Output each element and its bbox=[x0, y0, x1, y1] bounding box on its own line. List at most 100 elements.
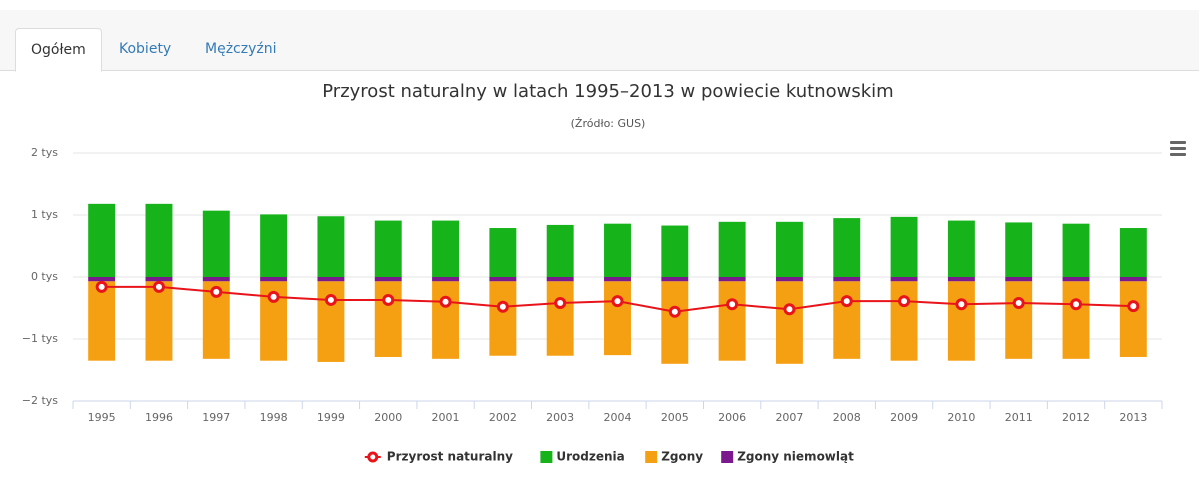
bar bbox=[833, 218, 861, 277]
bar bbox=[947, 220, 975, 277]
x-tick-label: 2002 bbox=[489, 411, 517, 424]
bar bbox=[489, 277, 517, 282]
y-tick-label: −2 tys bbox=[22, 394, 59, 407]
point bbox=[955, 298, 968, 311]
legend-label: Zgony bbox=[661, 450, 703, 464]
legend-symbol bbox=[367, 451, 379, 463]
point bbox=[1070, 298, 1083, 311]
bar bbox=[317, 281, 345, 362]
bar bbox=[145, 203, 173, 277]
legend-item[interactable]: Zgony niemowląt bbox=[721, 450, 854, 464]
legend-symbol bbox=[540, 451, 553, 463]
point bbox=[611, 295, 624, 308]
tab-bar: Ogółem Kobiety Mężczyźni bbox=[0, 10, 1199, 72]
menu-icon[interactable] bbox=[1170, 141, 1186, 156]
x-tick-label: 2013 bbox=[1119, 411, 1147, 424]
bar bbox=[890, 216, 918, 277]
bar bbox=[1062, 223, 1090, 277]
bar bbox=[1062, 277, 1090, 282]
bar bbox=[1119, 228, 1147, 277]
bar bbox=[775, 277, 803, 282]
bar bbox=[890, 277, 918, 282]
point bbox=[783, 303, 796, 316]
point bbox=[1012, 297, 1025, 310]
x-tick-label: 2008 bbox=[833, 411, 861, 424]
x-tick-label: 2000 bbox=[374, 411, 402, 424]
x-tick-label: 2005 bbox=[661, 411, 689, 424]
bar bbox=[1005, 277, 1033, 282]
bar bbox=[1119, 277, 1147, 282]
tab[interactable]: Ogółem bbox=[15, 28, 102, 72]
x-tick-label: 2007 bbox=[775, 411, 803, 424]
y-tick-label: −1 tys bbox=[22, 332, 59, 345]
bar bbox=[661, 277, 689, 282]
bar bbox=[604, 281, 631, 356]
x-tick-label: 1998 bbox=[260, 411, 288, 424]
point bbox=[554, 297, 567, 310]
legend-item[interactable]: Urodzenia bbox=[540, 450, 625, 464]
point bbox=[1127, 300, 1140, 313]
point bbox=[840, 295, 853, 308]
point bbox=[324, 293, 337, 306]
x-tick-label: 1997 bbox=[202, 411, 230, 424]
x-tick-label: 2004 bbox=[604, 411, 632, 424]
bar bbox=[317, 216, 345, 277]
y-tick-label: 2 tys bbox=[31, 146, 58, 159]
bar bbox=[88, 281, 116, 361]
bar bbox=[145, 277, 173, 282]
legend-symbol bbox=[721, 451, 734, 463]
point bbox=[95, 280, 108, 293]
point bbox=[210, 285, 223, 298]
x-tick-label: 1996 bbox=[145, 411, 173, 424]
tab[interactable]: Kobiety bbox=[119, 41, 172, 57]
bar bbox=[604, 223, 631, 277]
bar bbox=[260, 277, 288, 282]
point bbox=[382, 293, 395, 306]
bar bbox=[202, 210, 230, 277]
bar bbox=[88, 277, 116, 282]
point bbox=[668, 305, 681, 318]
legend-item[interactable]: Zgony bbox=[645, 450, 703, 464]
legend-label: Zgony niemowląt bbox=[737, 450, 854, 464]
bar bbox=[718, 221, 746, 277]
bar bbox=[1005, 281, 1033, 359]
bar bbox=[88, 203, 116, 277]
bar bbox=[1005, 222, 1033, 277]
bar bbox=[718, 281, 746, 361]
legend-item[interactable]: Przyrost naturalny bbox=[364, 450, 513, 464]
bar bbox=[432, 277, 460, 282]
bar bbox=[661, 281, 689, 364]
bar bbox=[1062, 281, 1090, 359]
x-tick-label: 2006 bbox=[718, 411, 746, 424]
x-tick-label: 2001 bbox=[432, 411, 460, 424]
bar bbox=[775, 221, 803, 277]
tab[interactable]: Mężczyźni bbox=[205, 41, 277, 57]
bar bbox=[890, 281, 918, 361]
chart-subtitle: (Źródło: GUS) bbox=[571, 117, 646, 130]
point bbox=[898, 295, 911, 308]
bar bbox=[432, 220, 460, 277]
point bbox=[267, 290, 280, 303]
legend-label: Przyrost naturalny bbox=[387, 450, 513, 464]
bar bbox=[202, 277, 230, 282]
x-tick-label: 2011 bbox=[1005, 411, 1033, 424]
x-tick-label: 2010 bbox=[947, 411, 975, 424]
point bbox=[152, 280, 165, 293]
y-tick-label: 0 tys bbox=[31, 270, 58, 283]
legend-label: Urodzenia bbox=[556, 450, 624, 464]
x-tick-label: 2003 bbox=[546, 411, 574, 424]
bar bbox=[374, 281, 402, 357]
bar bbox=[489, 281, 517, 356]
x-tick-label: 1999 bbox=[317, 411, 345, 424]
y-tick-label: 1 tys bbox=[31, 208, 58, 221]
bar bbox=[947, 281, 975, 361]
bar bbox=[374, 220, 402, 277]
x-tick-label: 2012 bbox=[1062, 411, 1090, 424]
bar bbox=[432, 281, 460, 359]
bar bbox=[317, 277, 345, 282]
chart-title: Przyrost naturalny w latach 1995–2013 w … bbox=[322, 81, 893, 102]
bar bbox=[718, 277, 746, 282]
bar bbox=[833, 281, 861, 359]
